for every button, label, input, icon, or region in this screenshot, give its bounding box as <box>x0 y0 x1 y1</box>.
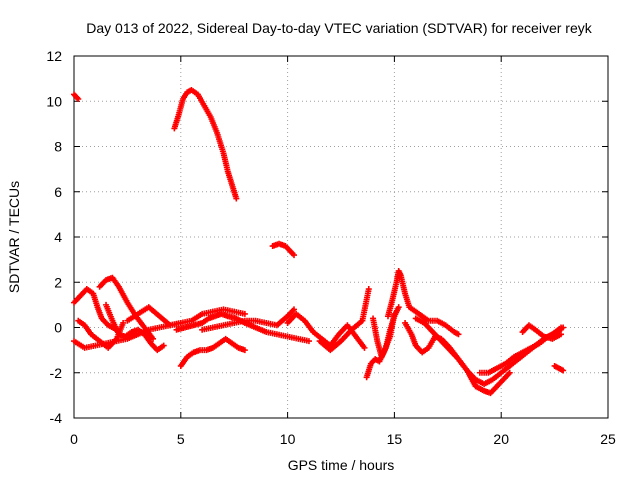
series-arc-1 <box>71 91 82 102</box>
axis-ticks <box>73 55 609 419</box>
series-arc-12 <box>199 306 298 333</box>
y-tick-label: 0 <box>54 320 62 336</box>
data-point <box>291 252 298 259</box>
x-tick-label: 0 <box>70 431 78 447</box>
data-point <box>365 286 372 293</box>
data-point <box>291 306 298 313</box>
data-point <box>120 319 127 326</box>
x-tick-label: 5 <box>177 431 185 447</box>
data-point <box>241 347 248 354</box>
y-tick-label: 2 <box>54 274 62 290</box>
series-arc-2 <box>171 86 240 202</box>
series-arc-8 <box>103 301 167 354</box>
data-point <box>455 331 462 338</box>
series-arc-20 <box>476 324 567 376</box>
data-point <box>74 94 81 101</box>
series-arc-14 <box>316 286 372 354</box>
series-arc-21 <box>519 322 565 342</box>
grid <box>74 56 608 418</box>
x-tick-label: 20 <box>493 431 509 447</box>
y-tick-label: -2 <box>50 365 63 381</box>
data-point <box>241 310 248 317</box>
series-arc-17 <box>384 267 462 338</box>
data-point <box>160 342 167 349</box>
y-tick-labels: -4 -2 0 2 4 6 8 10 12 <box>46 48 62 426</box>
data-points <box>71 86 567 397</box>
data-point <box>506 369 513 376</box>
chart-title: Day 013 of 2022, Sidereal Day-to-day VTE… <box>86 20 592 36</box>
y-tick-label: 12 <box>46 48 62 64</box>
data-point <box>75 95 82 102</box>
data-point <box>560 367 567 374</box>
series-arc-22 <box>551 362 567 374</box>
y-tick-label: 8 <box>54 139 62 155</box>
x-tick-label: 10 <box>280 431 296 447</box>
data-point <box>361 344 368 351</box>
series-arc-16 <box>370 304 402 360</box>
series-arc-4 <box>71 286 120 333</box>
x-tick-label: 15 <box>387 431 403 447</box>
data-point <box>305 338 312 345</box>
y-tick-label: 4 <box>54 229 62 245</box>
series-arc-10 <box>177 335 248 369</box>
series-arc-9 <box>124 304 248 329</box>
data-point <box>150 335 157 342</box>
y-tick-label: 10 <box>46 93 62 109</box>
x-tick-labels: 0 5 10 15 20 25 <box>70 431 616 447</box>
data-point <box>233 195 240 202</box>
data-point <box>395 304 402 311</box>
y-axis-label: SDTVAR / TECUs <box>6 181 22 293</box>
y-tick-label: -4 <box>50 410 63 426</box>
series-arc-3 <box>269 240 298 259</box>
data-point <box>558 331 565 338</box>
y-tick-label: 6 <box>54 184 62 200</box>
data-point <box>560 324 567 331</box>
series-arc-19 <box>412 315 565 388</box>
x-axis-label: GPS time / hours <box>288 457 395 473</box>
x-tick-label: 25 <box>600 431 616 447</box>
